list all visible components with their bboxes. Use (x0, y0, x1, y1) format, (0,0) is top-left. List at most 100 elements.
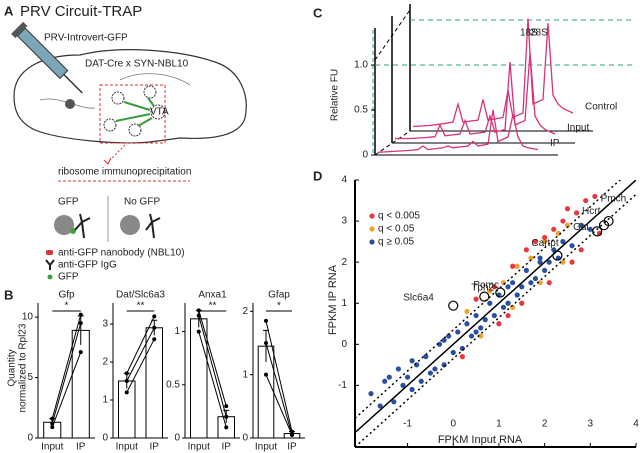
neuron (111, 91, 125, 105)
y-tick-label: 0 (27, 433, 33, 444)
point (505, 300, 511, 306)
point (560, 218, 566, 224)
syringe-needle (63, 73, 83, 94)
y-tick-label: 4 (341, 175, 347, 186)
y-tick-label: -1 (338, 380, 347, 391)
point (532, 275, 539, 282)
point (423, 354, 429, 360)
point (487, 288, 493, 294)
replicate-dot (196, 308, 201, 313)
gene-marker (448, 300, 459, 311)
perspective-line (374, 130, 411, 156)
replicate-dot (290, 432, 294, 437)
syringe-plunger (11, 21, 28, 39)
point (551, 226, 557, 232)
replicate-dot (124, 379, 129, 383)
panel-letter: B (4, 287, 13, 302)
point (560, 239, 566, 245)
x-tick-label: Input (116, 442, 138, 453)
point (473, 296, 479, 302)
y-tick-label: 1 (102, 395, 108, 406)
point (564, 222, 571, 228)
legend-label: q < 0.05 (378, 224, 415, 235)
x-tick-label: 1 (496, 419, 502, 430)
point (519, 284, 525, 290)
pair-line (198, 315, 227, 417)
point (478, 325, 484, 331)
arrow (147, 97, 155, 107)
point (500, 280, 507, 286)
point (537, 255, 543, 261)
point (514, 263, 520, 269)
nanobody-icon (46, 250, 53, 255)
pair-line (126, 327, 155, 382)
point (473, 312, 479, 319)
point (427, 370, 433, 376)
chart-title: Gfp (58, 290, 75, 301)
gfp-label: GFP (58, 197, 79, 208)
point (441, 337, 447, 343)
y-tick-label: 0 (102, 433, 108, 444)
point (386, 374, 392, 380)
arrow (123, 101, 151, 111)
x-tick-label: IP (222, 442, 232, 453)
nogfp-label: No GFP (124, 197, 160, 208)
y-tick-label: 0 (242, 433, 248, 444)
significance: * (277, 301, 281, 312)
point (459, 354, 465, 360)
point (468, 333, 475, 339)
point (587, 226, 593, 232)
gene-label: Hcrt (582, 206, 601, 217)
x-tick-label: 2 (542, 419, 548, 430)
point (542, 234, 548, 241)
replicate-dot (264, 372, 268, 377)
trace-label: IP (550, 138, 560, 149)
point (592, 193, 598, 200)
point (404, 374, 411, 380)
ribosome (54, 215, 74, 235)
y-tick-label: 0 (362, 150, 368, 161)
pair-line (51, 351, 82, 428)
point (546, 259, 552, 265)
point (537, 280, 543, 286)
neuron (150, 104, 166, 120)
virus-label: PRV-Introvert-GFP (44, 33, 128, 44)
gene-marker (598, 220, 610, 231)
point (491, 284, 497, 290)
point (564, 206, 571, 212)
point (555, 230, 561, 236)
point (560, 259, 566, 265)
point (368, 391, 374, 397)
y-tick-label: 3 (341, 216, 347, 227)
gene-label: Pomc (473, 280, 499, 291)
replicate-dot (78, 321, 83, 326)
point (574, 210, 580, 216)
legend-swatch (369, 239, 375, 245)
gene-label: Pmch (601, 194, 627, 205)
point (578, 222, 584, 228)
neuron (143, 85, 157, 99)
replicate-dot (224, 404, 229, 409)
point (395, 366, 402, 372)
replicate-dot (50, 425, 55, 430)
chart-title: Gfap (268, 290, 290, 301)
mouse-label: DAT-Cre x SYN-NBL10 (85, 59, 189, 70)
legend-label: GFP (58, 272, 79, 283)
arrows (115, 97, 155, 127)
point (523, 247, 529, 253)
pair-line (126, 316, 155, 374)
y-tick-label: 1 (242, 369, 248, 380)
point (432, 366, 438, 372)
point (528, 280, 534, 286)
antibody (74, 213, 91, 239)
legend-label: q ≥ 0.05 (378, 237, 415, 248)
point (441, 362, 447, 368)
y-axis-label: Quantity (7, 349, 18, 386)
panel-title: PRV Circuit-TRAP (20, 3, 142, 20)
pair-line (198, 310, 227, 407)
roi-box (99, 84, 166, 144)
gene-marker (592, 226, 603, 237)
replicate-dot (124, 390, 129, 395)
gene-marker (479, 291, 490, 302)
